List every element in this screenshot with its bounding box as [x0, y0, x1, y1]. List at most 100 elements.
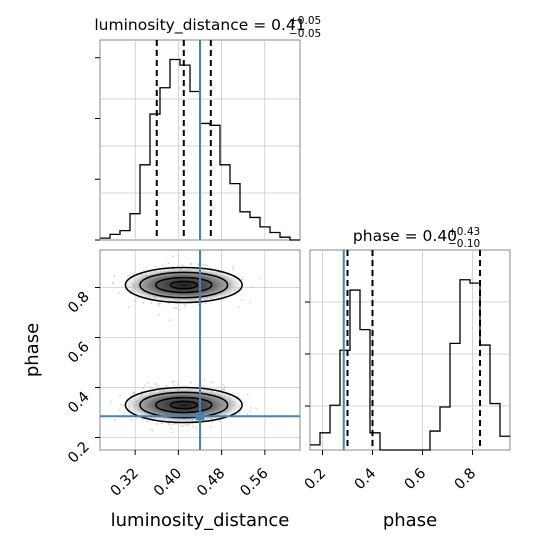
scatter-point: [223, 386, 226, 388]
scatter-point: [172, 380, 175, 383]
scatter-point: [160, 422, 163, 425]
x-tick-labels: 0.32 0.40 0.48 0.56: [108, 450, 272, 500]
panel-title: phase = 0.40: [353, 227, 457, 245]
scatter-point: [255, 407, 257, 410]
title-main: luminosity_distance = 0.41: [94, 16, 305, 35]
scatter-point: [165, 384, 168, 387]
contour-line: [124, 266, 243, 304]
y-axis-label-phase: phase: [22, 323, 43, 377]
scatter-point: [249, 406, 252, 409]
scatter-point: [210, 381, 213, 384]
scatter-point: [204, 263, 207, 266]
scatter-point: [149, 428, 152, 431]
y-tick-label: 0.4: [65, 389, 93, 417]
scatter-point: [250, 286, 253, 289]
scatter-point: [142, 302, 145, 305]
scatter-point: [149, 385, 152, 388]
scatter-point: [127, 306, 130, 309]
x-tick-label: 0.8: [452, 466, 480, 494]
scatter-point: [232, 268, 235, 271]
contour-line: [139, 271, 229, 299]
y-tick-label: 0.6: [65, 339, 93, 367]
x-axis-label-luminosity-distance: luminosity_distance: [111, 510, 290, 531]
y-tick-labels: 0.2 0.4 0.6 0.8: [65, 287, 100, 467]
scatter-point: [109, 400, 112, 403]
scatter-point: [174, 422, 177, 425]
x-tick-label: 0.56: [238, 466, 272, 500]
quantile-lines: [346, 250, 481, 450]
y-tick-label: 0.2: [65, 439, 93, 467]
scatter-point: [240, 298, 243, 301]
scatter-point: [172, 265, 174, 268]
scatter-point: [204, 302, 207, 305]
scatter-point: [168, 423, 171, 426]
scatter-point: [113, 275, 116, 278]
scatter-point: [170, 426, 172, 429]
scatter-point: [114, 419, 116, 422]
scatter-point: [241, 278, 244, 281]
x-tick-label: 0.40: [151, 466, 185, 500]
y-tick-label: 0.8: [65, 289, 93, 317]
scatter-point: [178, 309, 181, 311]
scatter-point: [181, 264, 184, 267]
scatter-point: [237, 306, 240, 309]
scatter-point: [147, 420, 150, 423]
scatter-point: [191, 425, 194, 428]
x-tick-label: 0.32: [108, 466, 142, 500]
scatter-point: [118, 291, 121, 294]
scatter-point: [130, 419, 133, 422]
scatter-point: [118, 409, 121, 412]
scatter-point: [127, 274, 129, 277]
scatter-point: [161, 264, 164, 267]
scatter-point: [132, 391, 134, 394]
scatter-point: [177, 423, 179, 426]
scatter-point: [217, 386, 219, 389]
grid: [100, 40, 300, 240]
scatter-point: [141, 390, 143, 393]
scatter-point: [195, 427, 197, 429]
scatter-point: [222, 384, 225, 386]
y-tick-marks: [305, 301, 310, 407]
scatter-point: [144, 384, 146, 387]
scatter-point: [219, 420, 221, 423]
scatter-point: [159, 302, 162, 305]
scatter-point: [209, 425, 212, 428]
scatter-point: [190, 381, 193, 384]
contour-line: [124, 386, 243, 424]
scatter-point: [112, 282, 115, 284]
y-tick-marks: [95, 57, 100, 241]
scatter-point: [246, 413, 249, 416]
scatter-point: [154, 383, 157, 385]
scatter-point: [223, 388, 226, 390]
scatter-point: [168, 302, 170, 305]
contour-line: [155, 276, 213, 294]
scatter-point: [248, 410, 251, 413]
scatter-point: [123, 412, 126, 414]
scatter-point: [237, 395, 239, 398]
contour-line: [139, 391, 229, 419]
scatter-point: [187, 423, 190, 426]
scatter-point: [205, 264, 208, 267]
scatter-point: [120, 403, 123, 406]
scatter-point: [149, 299, 152, 302]
scatter-point: [177, 383, 179, 385]
scatter-point: [238, 412, 241, 415]
scatter-point: [133, 392, 136, 394]
scatter-point: [156, 384, 159, 387]
scatter-point: [136, 416, 139, 419]
scatter-point: [183, 303, 186, 306]
truth-point: [196, 412, 204, 421]
scatter-point: [150, 302, 153, 304]
contour-line: [169, 400, 198, 410]
scatter-point: [157, 313, 160, 316]
scatter-point: [203, 385, 206, 388]
scatter-point: [259, 277, 262, 279]
density-contours: [124, 266, 243, 424]
scatter-point: [190, 262, 193, 265]
scatter-point: [168, 319, 171, 322]
title-sup: +0.43: [448, 226, 480, 238]
scatter-point: [154, 265, 157, 267]
scatter-point: [184, 305, 187, 308]
x-tick-label: 0.4: [352, 466, 380, 494]
